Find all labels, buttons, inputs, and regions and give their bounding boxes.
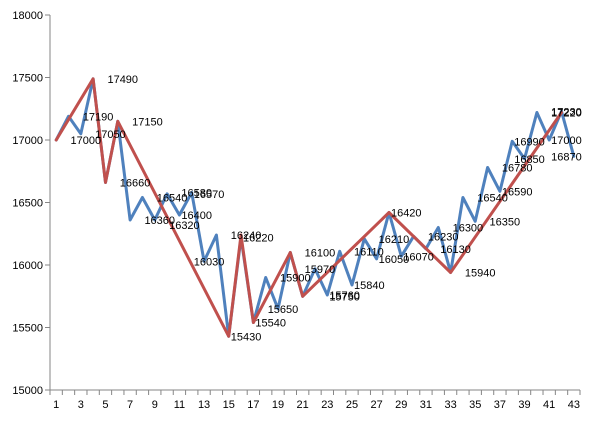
data-label: 16320 <box>169 220 200 232</box>
data-label: 16240 <box>231 230 262 242</box>
series-line-2 <box>54 77 563 338</box>
x-tick-label: 17 <box>247 399 259 411</box>
x-tick-label: 13 <box>198 399 210 411</box>
data-label: 17150 <box>132 116 163 128</box>
data-label: 15840 <box>354 280 385 292</box>
data-label: 15760 <box>329 290 360 302</box>
x-tick-label: 25 <box>346 399 358 411</box>
x-tick-label: 11 <box>174 399 185 411</box>
data-label: 16220 <box>243 233 274 245</box>
data-label: 16570 <box>194 189 225 201</box>
x-tick-label: 21 <box>297 399 309 411</box>
x-tick-label: 5 <box>102 399 108 411</box>
data-label: 16660 <box>120 178 151 190</box>
data-label: 15900 <box>280 273 311 285</box>
series-layer <box>54 77 576 338</box>
data-label: 16210 <box>379 234 410 246</box>
y-tick-label: 17500 <box>12 73 43 85</box>
x-tick-label: 23 <box>321 399 333 411</box>
data-label: 17190 <box>83 111 114 123</box>
data-label: 17220 <box>551 108 582 120</box>
data-label: 16070 <box>403 251 434 263</box>
x-tick-label: 1 <box>53 399 59 411</box>
x-tick-label: 9 <box>152 399 158 411</box>
data-labels: 17000 17190 17050 17490 17150 16660 16360 16540… <box>70 74 581 344</box>
y-tick-label: 15500 <box>12 323 43 335</box>
x-tick-label: 35 <box>469 399 481 411</box>
data-label: 16030 <box>194 256 225 268</box>
x-tick-label: 7 <box>127 399 133 411</box>
x-tick-label: 29 <box>395 399 407 411</box>
data-label: 16100 <box>305 248 336 260</box>
data-label: 16130 <box>440 244 471 256</box>
data-label: 16350 <box>490 216 521 228</box>
data-label: 17000 <box>70 135 101 147</box>
data-label: 16780 <box>502 163 533 175</box>
data-label: 16230 <box>428 231 459 243</box>
data-label: 16050 <box>379 254 410 266</box>
x-tick-label: 31 <box>420 399 432 411</box>
x-tick-label: 41 <box>543 399 555 411</box>
x-tick-label: 19 <box>272 399 284 411</box>
data-label: 16540 <box>477 193 508 205</box>
x-tick-label: 15 <box>223 399 235 411</box>
y-tick-label: 18000 <box>12 10 43 22</box>
data-label: 16400 <box>181 210 212 222</box>
y-tick-label: 16500 <box>12 198 43 210</box>
x-tick-label: 39 <box>518 399 530 411</box>
data-label: 16360 <box>144 215 175 227</box>
data-label: 16540 <box>157 193 188 205</box>
data-label: 16300 <box>453 223 484 235</box>
data-label: 16580 <box>181 188 212 200</box>
x-tick-label: 27 <box>371 399 383 411</box>
x-tick-label: 33 <box>444 399 456 411</box>
y-tick-label: 16000 <box>12 260 43 272</box>
data-label: 15750 <box>329 291 360 303</box>
y-tick-label: 15000 <box>12 385 43 397</box>
data-label: 15940 <box>465 268 496 280</box>
series-line-1 <box>54 77 576 338</box>
data-label: 17000 <box>551 135 582 147</box>
data-label: 17230 <box>551 106 582 118</box>
x-tick-label: 37 <box>494 399 506 411</box>
data-label: 15970 <box>305 264 336 276</box>
data-label: 15430 <box>231 331 262 343</box>
data-label: 16420 <box>391 208 422 220</box>
y-tick-label: 17000 <box>12 135 43 147</box>
data-label: 16850 <box>514 154 545 166</box>
data-label: 15650 <box>268 304 299 316</box>
data-label: 16110 <box>354 246 384 258</box>
data-label: 16870 <box>551 151 582 163</box>
data-label: 17490 <box>107 74 138 86</box>
data-label: 17050 <box>95 129 126 141</box>
data-label: 16990 <box>514 136 545 148</box>
data-label: 15540 <box>255 318 286 330</box>
x-tick-label: 3 <box>78 399 84 411</box>
x-tick-label: 43 <box>568 399 580 411</box>
data-label: 16590 <box>502 186 533 198</box>
